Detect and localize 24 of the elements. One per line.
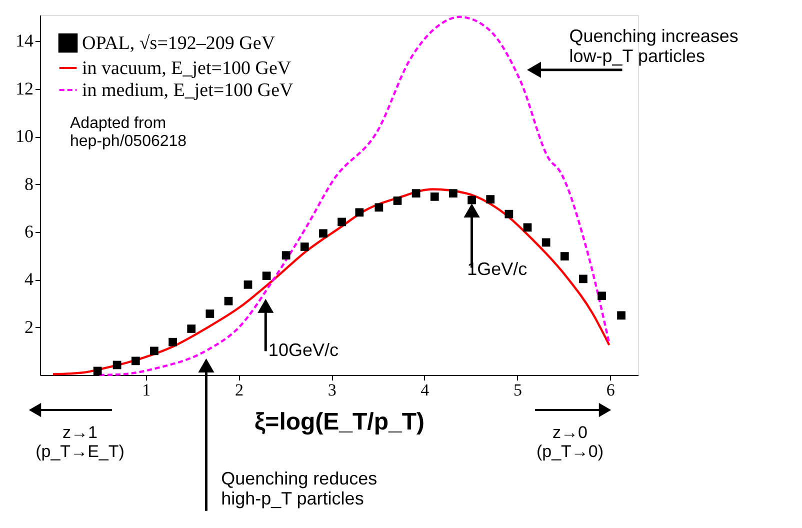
y-tick-label: 14 xyxy=(16,30,34,51)
x-tick-label: 2 xyxy=(234,380,244,400)
y-tick-label: 6 xyxy=(24,221,34,242)
x-tick-label: 1 xyxy=(142,380,151,400)
x-tick-label: 4 xyxy=(420,380,430,400)
y-tick-label: 12 xyxy=(16,78,34,98)
text: z→0 (p_T→0) xyxy=(536,423,604,461)
legend-label: in vacuum, E_jet=100 GeV xyxy=(82,58,292,79)
annotation: Quenching increases low-p_T particles xyxy=(569,26,738,66)
x-tick-label: 3 xyxy=(328,380,336,400)
y-tick-label: 4 xyxy=(24,269,34,290)
y-tick-label: 2 xyxy=(24,316,34,337)
text: z→1 (p_T→E_T) xyxy=(36,423,124,461)
y-tick-label: 10 xyxy=(16,126,34,146)
legend-label: in medium, E_jet=100 GeV xyxy=(82,80,294,101)
y-tick-label: 8 xyxy=(24,174,34,194)
legend-label: OPAL, √s=192–209 GeV xyxy=(82,33,276,54)
x-tick-label: 5 xyxy=(514,380,522,400)
annotation: 1GeV/c xyxy=(467,259,528,280)
annotation: Adapted from hep-ph/0506218 xyxy=(70,115,187,150)
x-axis-title: ξ=log(E_T/p_T) xyxy=(254,408,425,436)
annotation: 10GeV/c xyxy=(268,340,338,360)
annotation: Quenching reduces high-p_T particles xyxy=(221,468,378,508)
x-tick-label: 6 xyxy=(606,380,615,400)
